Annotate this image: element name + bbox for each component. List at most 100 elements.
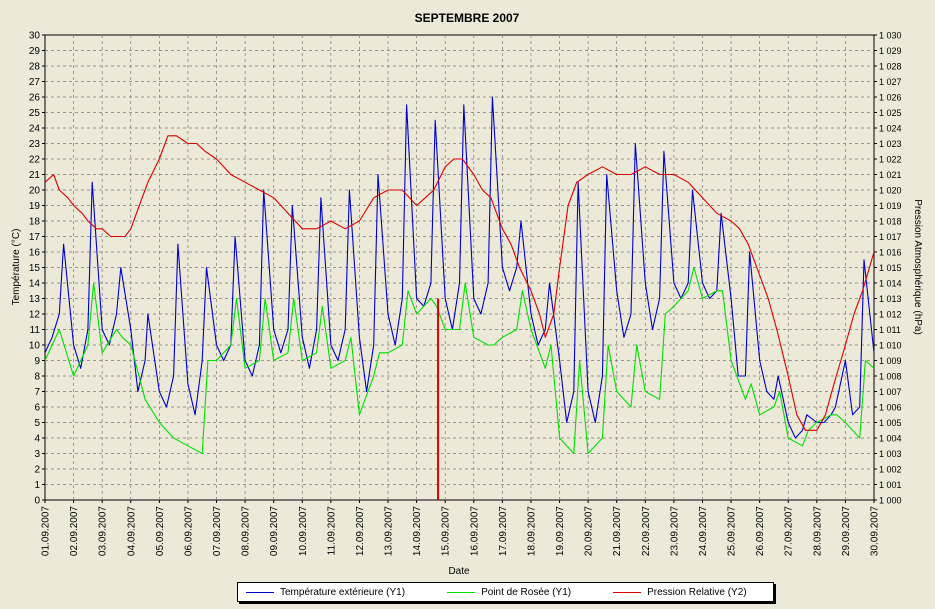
y-right-tick-label: 1 002	[879, 465, 902, 475]
y-left-tick-label: 27	[29, 77, 41, 88]
legend-item-temperature: Température extérieure (Y1)	[238, 587, 405, 598]
y-left-tick-label: 6	[34, 403, 40, 414]
legend-swatch-dewpoint	[447, 591, 476, 593]
legend-swatch-pressure	[613, 591, 642, 593]
y-left-tick-label: 17	[29, 232, 41, 243]
x-tick-label: 16.09.2007	[469, 506, 480, 556]
x-tick-label: 04.09.2007	[126, 506, 137, 556]
x-tick-label: 05.09.2007	[155, 506, 166, 556]
x-tick-label: 01.09.2007	[41, 506, 52, 556]
x-tick-label: 25.09.2007	[727, 506, 738, 556]
y-right-tick-label: 1 010	[879, 341, 902, 351]
y-right-tick-label: 1 003	[879, 449, 902, 459]
y-right-tick-label: 1 001	[879, 480, 902, 490]
y-left-tick-label: 23	[29, 139, 41, 150]
x-axis-label: Date	[448, 566, 470, 577]
legend-label-dewpoint: Point de Rosée (Y1)	[481, 586, 572, 598]
x-tick-label: 09.09.2007	[269, 506, 280, 556]
y-right-tick-label: 1 017	[879, 232, 902, 242]
y-left-tick-label: 2	[34, 465, 40, 476]
y-left-tick-label: 20	[29, 186, 41, 197]
x-tick-label: 11.09.2007	[326, 506, 337, 556]
x-tick-label: 06.09.2007	[183, 506, 194, 556]
legend-item-pressure: Pression Relative (Y2)	[605, 586, 747, 598]
series-line-dewpoint	[44, 266, 875, 455]
y-left-tick-label: 0	[34, 496, 40, 507]
y-left-tick-label: 22	[29, 155, 41, 166]
y-right-tick-label: 1 020	[879, 186, 902, 196]
y-right-tick-label: 1 028	[879, 62, 902, 72]
legend-label-pressure: Pression Relative (Y2)	[647, 586, 747, 598]
x-tick-label: 08.09.2007	[241, 506, 252, 556]
y-left-tick-label: 10	[29, 341, 41, 352]
series-line-temperature	[44, 96, 875, 439]
legend-label-temperature: Température extérieure (Y1)	[280, 586, 406, 598]
y-left-tick-label: 13	[29, 294, 41, 305]
x-tick-label: 14.09.2007	[412, 506, 423, 556]
y-right-tick-label: 1 014	[879, 279, 902, 289]
y-right-tick-label: 1 019	[879, 201, 902, 211]
x-tick-label: 29.09.2007	[841, 506, 852, 556]
y-right-tick-label: 1 025	[879, 108, 902, 118]
y-left-tick-label: 25	[29, 108, 41, 119]
y-right-tick-label: 1 012	[879, 310, 902, 320]
y-right-tick-label: 1 000	[879, 496, 902, 506]
y-right-tick-label: 1 006	[879, 403, 902, 413]
y-left-tick-label: 19	[29, 201, 41, 212]
y-right-tick-label: 1 021	[879, 170, 902, 180]
y-left-tick-label: 24	[29, 124, 41, 135]
legend: Température extérieure (Y1) Point de Ros…	[237, 582, 774, 602]
x-tick-label: 10.09.2007	[298, 506, 309, 556]
y-left-tick-label: 14	[29, 279, 41, 290]
y-left-tick-label: 9	[34, 356, 40, 367]
y-right-tick-label: 1 008	[879, 372, 902, 382]
x-tick-label: 18.09.2007	[526, 506, 537, 556]
y-right-tick-label: 1 030	[879, 31, 902, 41]
y-left-tick-label: 18	[29, 217, 41, 228]
y-left-tick-label: 30	[29, 31, 41, 42]
y-right-tick-label: 1 013	[879, 294, 902, 304]
y-right-tick-label: 1 024	[879, 124, 902, 134]
y-right-tick-label: 1 029	[879, 46, 902, 56]
y-right-tick-label: 1 015	[879, 263, 902, 273]
y-right-tick-label: 1 016	[879, 248, 902, 258]
axis-ticks: 0123456789101112131415161718192021222324…	[29, 31, 902, 557]
x-tick-label: 23.09.2007	[669, 506, 680, 556]
y-right-tick-label: 1 022	[879, 155, 902, 165]
x-tick-label: 13.09.2007	[384, 506, 395, 556]
y-left-tick-label: 5	[34, 418, 40, 429]
grid-lines	[45, 35, 874, 500]
x-tick-label: 07.09.2007	[212, 506, 223, 556]
y-right-tick-label: 1 011	[879, 325, 901, 335]
y-left-tick-label: 29	[29, 46, 41, 57]
legend-swatch-temperature	[246, 591, 274, 593]
y-right-tick-label: 1 007	[879, 387, 902, 397]
y-left-tick-label: 4	[34, 434, 40, 445]
x-tick-label: 22.09.2007	[641, 506, 652, 556]
y-right-tick-label: 1 018	[879, 217, 902, 227]
x-tick-label: 03.09.2007	[98, 506, 109, 556]
series-layer	[44, 96, 875, 455]
x-tick-label: 20.09.2007	[584, 506, 595, 556]
x-tick-label: 30.09.2007	[870, 506, 881, 556]
y-left-tick-label: 11	[30, 325, 41, 336]
y-left-tick-label: 7	[34, 387, 40, 398]
x-tick-label: 17.09.2007	[498, 506, 509, 556]
y-left-tick-label: 21	[29, 170, 41, 181]
y-right-tick-label: 1 005	[879, 418, 902, 428]
y-left-axis-label: Température (°C)	[11, 229, 22, 306]
y-left-tick-label: 1	[34, 480, 40, 491]
y-left-tick-label: 8	[34, 372, 40, 383]
y-left-tick-label: 15	[29, 263, 41, 274]
x-tick-label: 02.09.2007	[69, 506, 80, 556]
y-right-axis-label: Pression Atmosphérique (hPa)	[912, 199, 923, 335]
y-right-tick-label: 1 009	[879, 356, 902, 366]
y-right-tick-label: 1 026	[879, 93, 902, 103]
y-left-tick-label: 12	[29, 310, 41, 321]
y-right-tick-label: 1 023	[879, 139, 902, 149]
x-tick-label: 24.09.2007	[698, 506, 709, 556]
x-tick-label: 28.09.2007	[812, 506, 823, 556]
x-tick-label: 15.09.2007	[441, 506, 452, 556]
y-left-tick-label: 26	[29, 93, 41, 104]
